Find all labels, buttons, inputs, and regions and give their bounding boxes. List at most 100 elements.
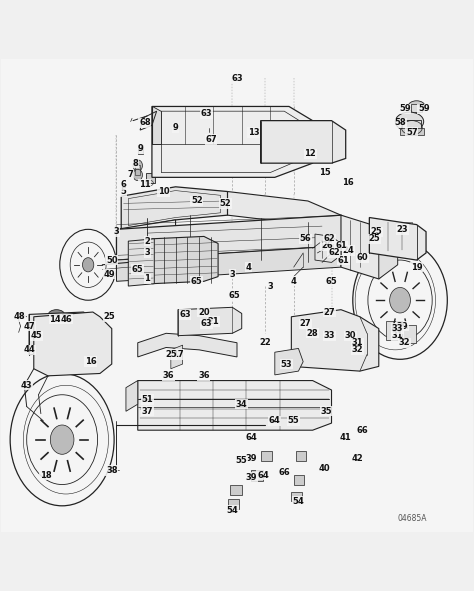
- Text: 1: 1: [144, 274, 150, 284]
- Text: 52: 52: [219, 199, 231, 208]
- Text: 64: 64: [257, 470, 269, 479]
- Text: 68: 68: [139, 119, 151, 128]
- Bar: [303, 318, 318, 335]
- Bar: [180, 123, 190, 130]
- Polygon shape: [34, 312, 112, 376]
- Text: 43: 43: [21, 381, 33, 390]
- Polygon shape: [138, 381, 331, 430]
- Text: 48: 48: [14, 312, 26, 322]
- Text: 36: 36: [198, 371, 210, 381]
- Text: 28: 28: [307, 329, 319, 338]
- Ellipse shape: [133, 160, 143, 171]
- Bar: [136, 165, 140, 176]
- Text: 04685A: 04685A: [397, 514, 427, 523]
- Polygon shape: [341, 215, 388, 279]
- Text: 17: 17: [172, 350, 184, 359]
- Polygon shape: [275, 349, 303, 375]
- Ellipse shape: [48, 310, 65, 321]
- Text: 14: 14: [49, 314, 61, 324]
- Ellipse shape: [333, 247, 339, 254]
- Text: 61: 61: [337, 255, 349, 265]
- Text: 32: 32: [352, 345, 364, 355]
- Text: 25: 25: [165, 350, 177, 359]
- Ellipse shape: [171, 398, 180, 408]
- Polygon shape: [117, 246, 341, 281]
- Bar: [360, 325, 369, 340]
- Text: 5: 5: [121, 187, 127, 196]
- Text: 9: 9: [137, 144, 143, 154]
- Text: 19: 19: [411, 262, 422, 272]
- Bar: [374, 222, 412, 251]
- Bar: [294, 475, 304, 485]
- Text: 22: 22: [259, 338, 271, 348]
- Polygon shape: [117, 220, 175, 248]
- Text: 40: 40: [319, 463, 330, 472]
- Text: 20: 20: [198, 307, 210, 317]
- Text: 59: 59: [399, 105, 410, 113]
- Text: 50: 50: [106, 255, 118, 265]
- Text: 55: 55: [288, 416, 300, 426]
- Polygon shape: [117, 215, 360, 260]
- Text: 44: 44: [23, 345, 35, 355]
- Polygon shape: [128, 239, 155, 286]
- Text: 30: 30: [345, 331, 356, 340]
- Text: 63: 63: [201, 319, 212, 329]
- Text: 11: 11: [139, 180, 151, 189]
- Text: 57: 57: [406, 128, 418, 137]
- Text: 39: 39: [246, 473, 257, 482]
- Polygon shape: [379, 239, 398, 279]
- Polygon shape: [152, 236, 218, 284]
- Text: 33: 33: [323, 331, 335, 340]
- Text: 60: 60: [356, 253, 368, 262]
- Text: 27: 27: [323, 307, 335, 317]
- Ellipse shape: [209, 398, 218, 408]
- Text: 27: 27: [300, 319, 311, 329]
- Bar: [386, 322, 402, 340]
- Text: 25: 25: [103, 312, 115, 322]
- Text: 35: 35: [321, 407, 333, 416]
- Text: 16: 16: [342, 177, 354, 187]
- Text: 63: 63: [179, 310, 191, 319]
- Bar: [292, 492, 302, 501]
- Text: 64: 64: [269, 416, 281, 426]
- Polygon shape: [117, 229, 126, 279]
- Bar: [146, 173, 155, 183]
- Bar: [411, 103, 422, 112]
- Polygon shape: [315, 234, 341, 262]
- Ellipse shape: [326, 242, 332, 249]
- Bar: [230, 485, 242, 495]
- Text: 33: 33: [392, 324, 403, 333]
- Text: 23: 23: [397, 225, 408, 234]
- Text: 56: 56: [300, 234, 311, 243]
- Bar: [296, 452, 307, 461]
- Bar: [402, 325, 416, 343]
- Ellipse shape: [82, 258, 94, 272]
- Text: 62: 62: [323, 234, 335, 243]
- Bar: [402, 120, 421, 130]
- Text: 64: 64: [246, 433, 257, 442]
- Text: 58: 58: [394, 119, 406, 128]
- Text: 4: 4: [246, 262, 252, 272]
- Text: 67: 67: [205, 135, 217, 144]
- Text: 52: 52: [191, 196, 203, 206]
- Text: 3: 3: [229, 269, 235, 279]
- Text: 24: 24: [342, 246, 354, 255]
- Text: 47: 47: [23, 322, 35, 331]
- Text: 46: 46: [61, 314, 73, 324]
- Polygon shape: [152, 106, 161, 144]
- Text: 10: 10: [158, 187, 170, 196]
- Text: 65: 65: [326, 277, 337, 286]
- Text: 6: 6: [121, 180, 127, 189]
- Text: 25: 25: [368, 234, 380, 243]
- Bar: [228, 499, 239, 509]
- Ellipse shape: [408, 101, 425, 112]
- Text: 8: 8: [133, 158, 138, 168]
- Text: 49: 49: [104, 269, 115, 279]
- Text: 59: 59: [418, 105, 429, 113]
- Polygon shape: [292, 310, 379, 371]
- Text: 13: 13: [248, 128, 259, 137]
- Polygon shape: [29, 312, 93, 355]
- Text: 16: 16: [85, 357, 96, 366]
- Text: 2: 2: [144, 236, 150, 246]
- Text: 7: 7: [128, 170, 134, 180]
